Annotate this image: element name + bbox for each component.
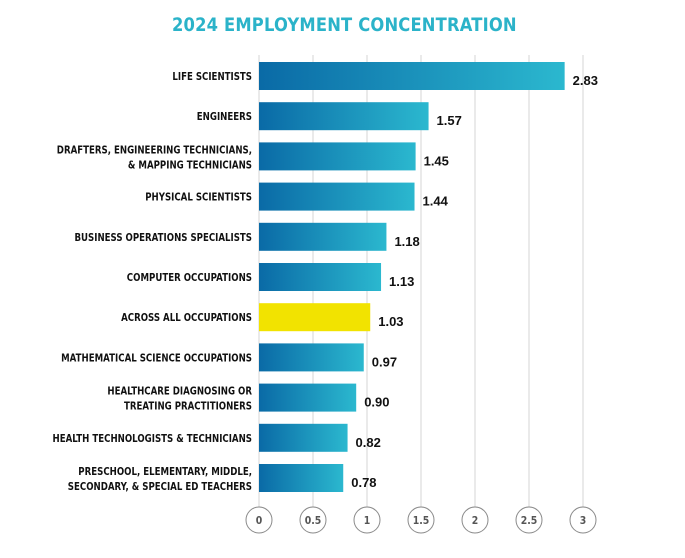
bar xyxy=(259,62,565,90)
tick-label: 0 xyxy=(256,514,263,527)
value-label: 1.45 xyxy=(424,153,449,168)
category-labels: LIFE SCIENTISTS ENGINEERS DRAFTERS, ENGINE… xyxy=(53,71,253,493)
category-label: & MAPPING TECHNICIANS xyxy=(128,159,252,171)
value-label: 1.03 xyxy=(378,314,403,329)
tick-label: 2 xyxy=(472,514,479,527)
category-label: PRESCHOOL, ELEMENTARY, MIDDLE, xyxy=(78,466,252,478)
value-label: 1.57 xyxy=(437,113,462,128)
category-label: PHYSICAL SCIENTISTS xyxy=(145,192,252,204)
value-label: 0.78 xyxy=(351,475,376,490)
value-label: 1.44 xyxy=(423,194,449,209)
category-label: MATHEMATICAL SCIENCE OCCUPATIONS xyxy=(61,352,252,364)
tick-label: 3 xyxy=(580,514,587,527)
bar xyxy=(259,383,357,412)
bar xyxy=(259,343,364,372)
category-label: ENGINEERS xyxy=(197,111,252,123)
category-label: COMPUTER OCCUPATIONS xyxy=(127,272,252,284)
value-labels: 2.83 1.57 1.45 1.44 1.18 1.13 1.03 0.97 0.90 0.82… xyxy=(351,73,598,490)
bar xyxy=(259,263,382,291)
value-label: 0.82 xyxy=(356,435,381,450)
category-label: BUSINESS OPERATIONS SPECIALISTS xyxy=(75,232,253,244)
tick-label: 1 xyxy=(364,514,371,527)
tick-label: 0.5 xyxy=(305,514,322,527)
value-label: 2.83 xyxy=(573,73,598,88)
value-label: 1.13 xyxy=(389,274,414,289)
chart-title: 2024 EMPLOYMENT CONCENTRATION xyxy=(172,14,517,36)
bar xyxy=(259,222,387,251)
tick-circle xyxy=(515,506,543,534)
tick-label: 1.5 xyxy=(413,514,430,527)
tick-circle xyxy=(569,506,597,534)
tick-label: 2.5 xyxy=(521,514,538,527)
tick-circle xyxy=(299,506,327,534)
bar xyxy=(259,464,344,492)
bars xyxy=(259,62,565,492)
category-label: HEALTH TECHNOLOGISTS & TECHNICIANS xyxy=(53,433,253,445)
bar xyxy=(259,182,415,211)
bar xyxy=(259,102,429,131)
tick-circle xyxy=(353,506,381,534)
tick-circle xyxy=(245,506,273,534)
value-label: 0.97 xyxy=(372,354,397,369)
tick-circle xyxy=(407,506,435,534)
bar xyxy=(259,142,416,171)
category-label: SECONDARY, & SPECIAL ED TEACHERS xyxy=(68,481,252,493)
bar xyxy=(259,423,348,452)
tick-circle xyxy=(461,506,489,534)
x-axis-ticks: 0 0.5 1 1.5 2 2.5 3 xyxy=(245,506,597,534)
category-label: HEALTHCARE DIAGNOSING OR xyxy=(107,386,252,398)
category-label: ACROSS ALL OCCUPATIONS xyxy=(121,312,252,324)
value-label: 1.18 xyxy=(394,234,419,249)
bar-highlight xyxy=(259,303,371,332)
category-label: DRAFTERS, ENGINEERING TECHNICIANS, xyxy=(57,144,252,156)
value-label: 0.90 xyxy=(364,395,389,410)
category-label: TREATING PRACTITIONERS xyxy=(124,401,252,413)
category-label: LIFE SCIENTISTS xyxy=(172,71,252,83)
